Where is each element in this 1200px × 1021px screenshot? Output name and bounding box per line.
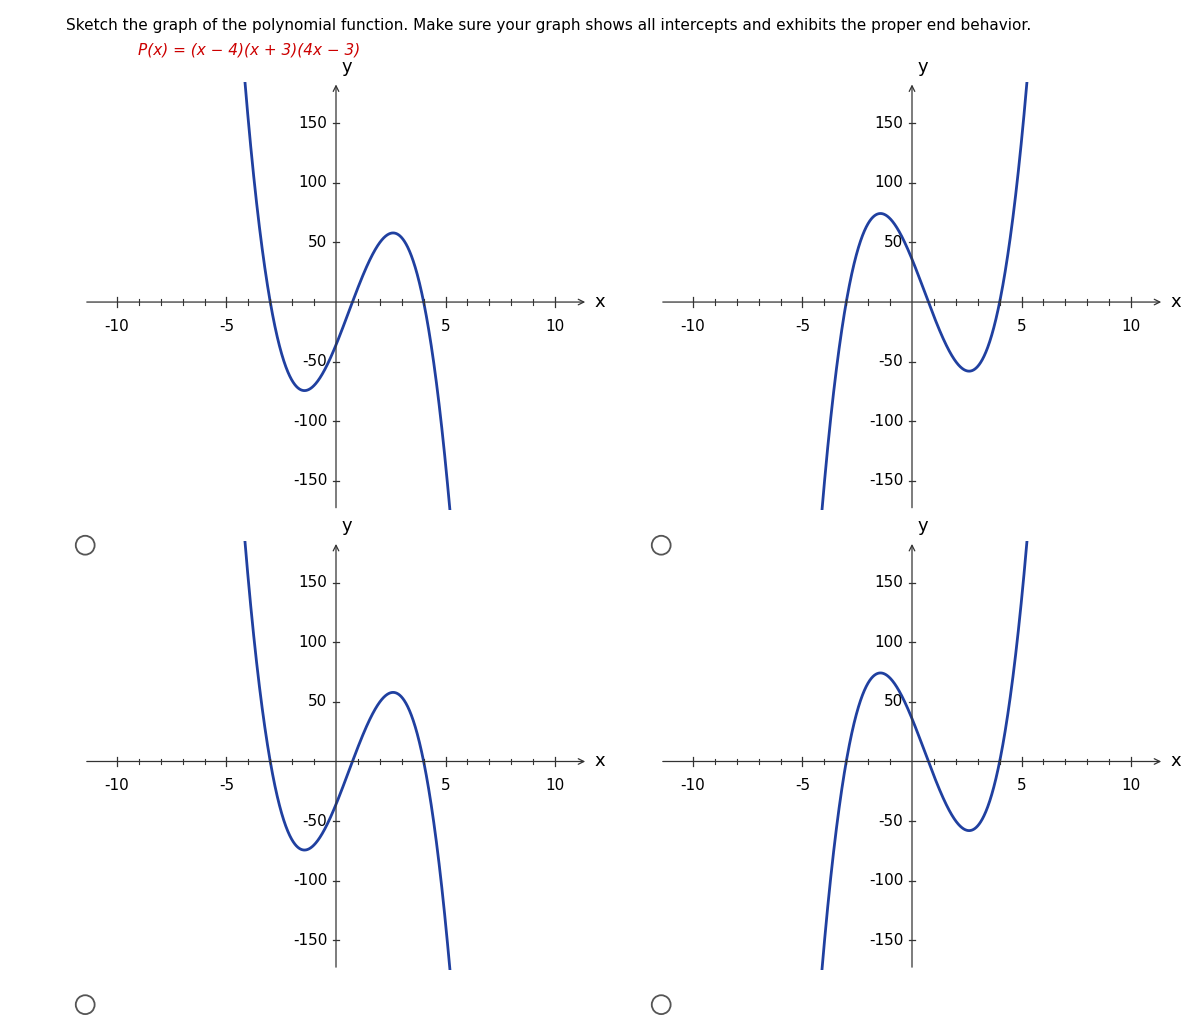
Text: y: y	[918, 58, 929, 76]
Text: 100: 100	[875, 635, 904, 650]
Text: x: x	[594, 752, 605, 771]
Text: -10: -10	[104, 778, 130, 793]
Text: -10: -10	[680, 319, 706, 334]
Text: 5: 5	[1016, 319, 1026, 334]
Text: -100: -100	[293, 873, 328, 888]
Text: -100: -100	[869, 414, 904, 429]
Text: -150: -150	[293, 932, 328, 947]
Text: 10: 10	[546, 778, 565, 793]
Text: -100: -100	[293, 414, 328, 429]
Text: 10: 10	[1122, 319, 1141, 334]
Text: -5: -5	[794, 319, 810, 334]
Text: 10: 10	[1122, 778, 1141, 793]
Text: y: y	[918, 518, 929, 535]
Text: -10: -10	[104, 319, 130, 334]
Text: Sketch the graph of the polynomial function. Make sure your graph shows all inte: Sketch the graph of the polynomial funct…	[66, 18, 1031, 34]
Text: -5: -5	[794, 778, 810, 793]
Text: y: y	[342, 58, 353, 76]
Text: P(x) = (x − 4)(x + 3)(4x − 3): P(x) = (x − 4)(x + 3)(4x − 3)	[138, 43, 360, 58]
Text: x: x	[1170, 293, 1181, 311]
Text: 150: 150	[875, 575, 904, 590]
Text: 150: 150	[875, 115, 904, 131]
Text: x: x	[1170, 752, 1181, 771]
Text: 5: 5	[1016, 778, 1026, 793]
Text: -150: -150	[869, 932, 904, 947]
Text: 150: 150	[299, 575, 328, 590]
Text: y: y	[342, 518, 353, 535]
Text: x: x	[594, 293, 605, 311]
Text: -50: -50	[878, 354, 904, 370]
Text: 100: 100	[299, 176, 328, 191]
Text: -150: -150	[869, 473, 904, 488]
Text: 150: 150	[299, 115, 328, 131]
Text: 10: 10	[546, 319, 565, 334]
Text: 100: 100	[299, 635, 328, 650]
Text: -50: -50	[302, 814, 328, 829]
Text: -5: -5	[218, 319, 234, 334]
Text: 50: 50	[884, 694, 904, 710]
Text: 50: 50	[308, 235, 328, 250]
Text: 50: 50	[308, 694, 328, 710]
Text: -150: -150	[293, 473, 328, 488]
Text: -5: -5	[218, 778, 234, 793]
Text: -10: -10	[680, 778, 706, 793]
Text: -50: -50	[878, 814, 904, 829]
Text: 100: 100	[875, 176, 904, 191]
Text: 5: 5	[440, 319, 450, 334]
Text: 5: 5	[440, 778, 450, 793]
Text: -50: -50	[302, 354, 328, 370]
Text: 50: 50	[884, 235, 904, 250]
Text: -100: -100	[869, 873, 904, 888]
